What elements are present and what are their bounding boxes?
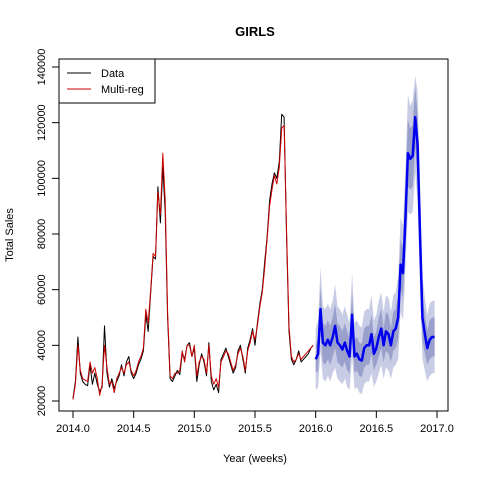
y-axis-label: Total Sales (4, 208, 16, 262)
y-tick-label: 80000 (36, 219, 48, 250)
x-tick-label: 2014.0 (56, 423, 90, 435)
series-line-forecast (314, 115, 435, 362)
chart-title: GIRLS (235, 24, 275, 39)
series-lines (72, 113, 435, 400)
x-tick-label: 2016.0 (299, 423, 333, 435)
y-tick-label: 140000 (36, 49, 48, 86)
x-tick-label: 2015.0 (178, 423, 212, 435)
x-tick-label: 2016.5 (360, 423, 394, 435)
y-tick-label: 120000 (36, 104, 48, 141)
x-axis: 2014.0 2014.5 2015.0 2015.5 2016.0 2016.5 2017… (56, 410, 454, 435)
forecast-bands (315, 75, 435, 395)
forecast-band-outer (315, 75, 435, 395)
y-tick-label: 20000 (36, 386, 48, 417)
x-tick-label: 2015.5 (238, 423, 272, 435)
y-tick-label: 60000 (36, 274, 48, 305)
x-tick-label: 2017.0 (420, 423, 454, 435)
y-tick-label: 40000 (36, 330, 48, 361)
y-tick-label: 100000 (36, 160, 48, 197)
series-line-multireg (72, 124, 314, 400)
x-axis-label: Year (weeks) (223, 453, 287, 465)
y-axis: 20000 40000 60000 80000 100000 120000 140000 (36, 49, 60, 417)
legend-label-data: Data (101, 68, 125, 80)
forecast-band-inner (315, 86, 435, 378)
legend-box (58, 58, 156, 104)
legend: Data Multi-reg (58, 58, 156, 104)
x-tick-label: 2014.5 (117, 423, 151, 435)
legend-label-multireg: Multi-reg (101, 84, 144, 96)
